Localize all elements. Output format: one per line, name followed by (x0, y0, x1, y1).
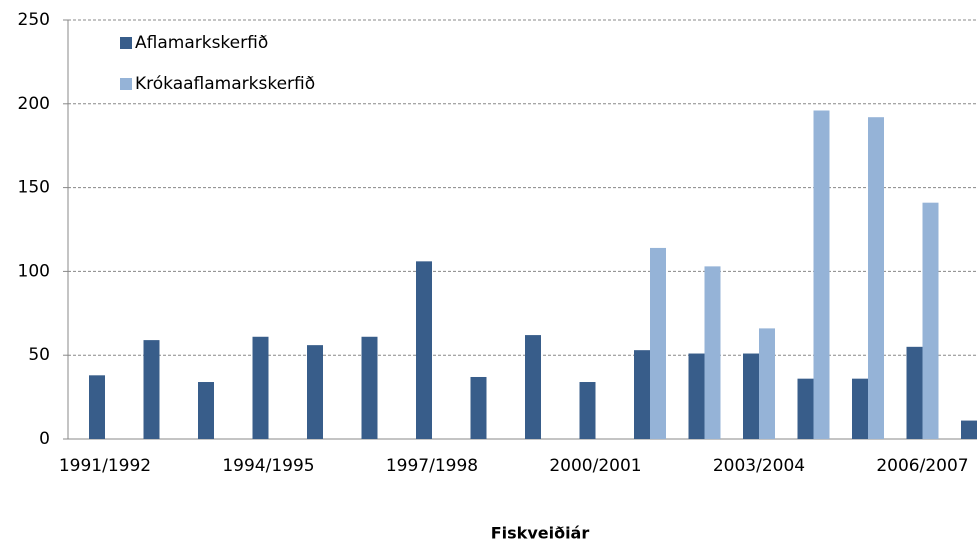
legend-swatch (120, 78, 132, 90)
x-tick-label: 1997/1998 (386, 456, 478, 476)
bar (906, 346, 923, 439)
bar (89, 375, 105, 439)
bar (704, 266, 721, 439)
bar (868, 117, 884, 439)
x-tick-label: 1991/1992 (59, 456, 151, 476)
bar (650, 247, 666, 439)
y-tick-label: 100 (18, 261, 50, 281)
y-tick-label: 50 (28, 345, 50, 365)
bar (852, 378, 868, 439)
legend-label: Aflamarkskerfið (135, 33, 268, 53)
x-tick-label: 2003/2004 (713, 456, 805, 476)
y-tick-label: 250 (18, 10, 50, 30)
bar (688, 353, 705, 439)
bar (416, 261, 432, 439)
x-tick-label: 2006/2007 (876, 456, 968, 476)
y-tick-label: 0 (39, 429, 50, 449)
bar (252, 336, 269, 439)
bar (797, 378, 814, 439)
bar (525, 335, 541, 439)
x-tick-label: 1994/1995 (222, 456, 314, 476)
y-tick-label: 200 (18, 94, 50, 114)
bar (143, 340, 160, 439)
bar (361, 336, 378, 439)
bar (579, 382, 596, 439)
bar (813, 110, 830, 439)
y-tick-label: 150 (18, 178, 50, 198)
legend-swatch (120, 37, 132, 49)
bar (922, 202, 939, 439)
x-axis-title: Fiskveiðiár (491, 524, 590, 543)
bar (634, 350, 650, 439)
bar (307, 345, 323, 439)
bar (470, 376, 487, 439)
legend-label: Krókaaflamarkskerfið (135, 74, 315, 94)
bar (759, 328, 775, 439)
x-tick-label: 2000/2001 (549, 456, 641, 476)
bar (198, 382, 214, 439)
bar (743, 353, 759, 439)
bar (961, 420, 977, 439)
